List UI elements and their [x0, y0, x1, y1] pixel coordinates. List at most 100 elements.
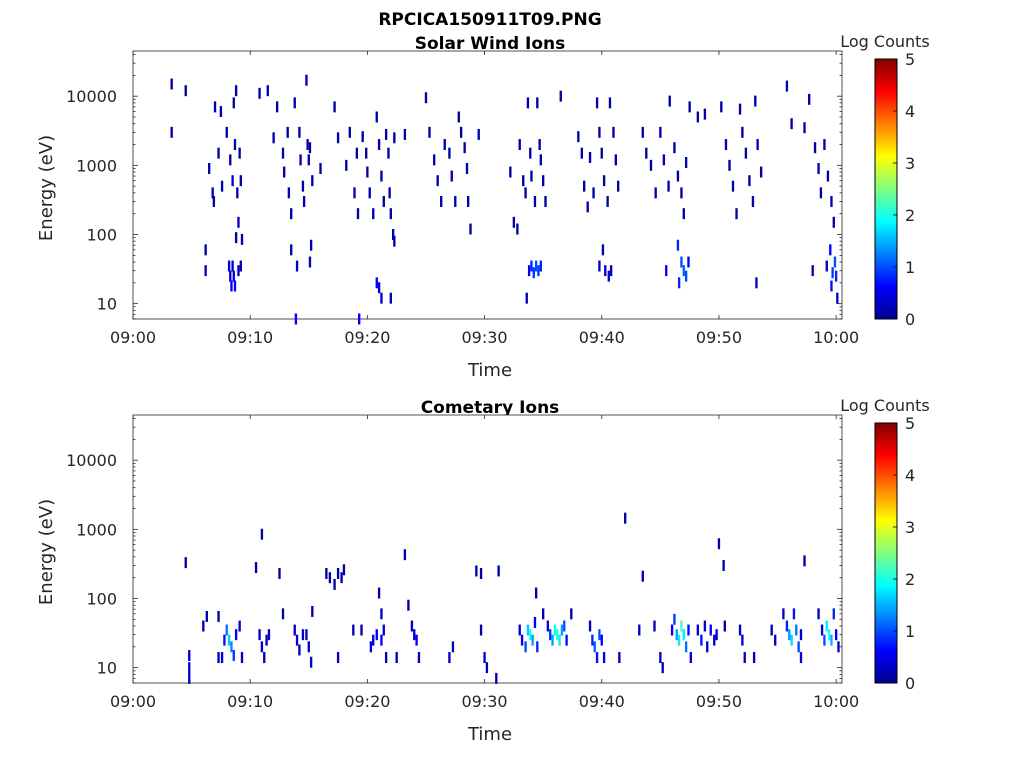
data-cell	[703, 108, 707, 120]
colorbar-tick-label: 1	[905, 258, 915, 277]
data-cell	[728, 159, 731, 171]
data-cell	[307, 641, 310, 653]
x-axis-label: Time	[467, 724, 512, 745]
data-cell	[212, 196, 216, 207]
data-cell	[591, 634, 594, 646]
x-tick-label: 09:50	[696, 692, 742, 711]
data-cell	[377, 139, 381, 150]
data-cell	[799, 629, 803, 641]
data-cell	[424, 92, 428, 104]
colorbar-tick-label: 0	[905, 674, 915, 693]
data-cell	[403, 549, 407, 561]
data-cell	[602, 652, 606, 664]
x-tick-label: 09:30	[462, 692, 508, 711]
data-cell	[391, 229, 395, 240]
data-cell	[217, 652, 220, 664]
data-cell	[531, 634, 534, 646]
data-cell	[375, 629, 378, 641]
data-cell	[372, 634, 375, 646]
data-cell	[696, 111, 700, 123]
data-cell	[466, 196, 470, 207]
data-cell	[382, 196, 385, 207]
data-cell	[680, 187, 683, 199]
data-cell	[263, 652, 266, 664]
data-cell	[785, 80, 789, 92]
colorbar-label: Log Counts	[840, 396, 930, 415]
data-cell	[286, 126, 289, 138]
plot-area: 09:00 09:10 09:20 09:30 09:40 09:50 10:00 10 100…	[66, 50, 859, 347]
data-cell	[526, 97, 530, 109]
data-cell	[770, 624, 773, 636]
data-cell	[361, 131, 364, 143]
data-cell	[598, 126, 601, 138]
data-cell	[738, 624, 742, 636]
data-cell	[735, 208, 738, 220]
y-axis-label: Energy (eV)	[36, 499, 57, 605]
data-cell	[799, 652, 803, 664]
data-cell	[797, 641, 800, 653]
data-cell	[607, 270, 610, 282]
data-cell	[670, 624, 674, 636]
data-cell	[295, 260, 299, 272]
data-cell	[676, 170, 680, 182]
data-cell	[680, 256, 683, 268]
data-cell	[706, 641, 709, 653]
data-cell	[358, 313, 361, 325]
data-cell	[265, 634, 268, 646]
data-cell	[687, 256, 690, 268]
y-tick-label: 10	[97, 659, 117, 678]
data-cell	[598, 260, 601, 272]
data-cell	[754, 95, 757, 107]
data-cell	[759, 166, 763, 178]
colorbar-tick-label: 4	[905, 466, 915, 485]
cometary-ions-panel: Cometary Ions Log Counts 09:00 09:10 09:20…	[36, 396, 930, 745]
colorbar-tick-label: 2	[905, 206, 915, 225]
data-cell	[565, 634, 568, 646]
data-cell	[673, 613, 676, 625]
data-cell	[817, 608, 820, 620]
data-cell	[281, 608, 285, 620]
data-cell	[588, 151, 592, 163]
data-cell	[301, 180, 305, 192]
data-cell	[677, 634, 681, 646]
data-cell	[283, 166, 286, 178]
data-cell	[211, 187, 214, 199]
data-cell	[236, 187, 239, 199]
data-cell	[790, 118, 793, 130]
data-cell	[641, 570, 644, 582]
data-cell	[380, 292, 383, 304]
data-cell	[495, 672, 498, 684]
data-cell	[520, 634, 524, 646]
x-tick-label: 09:10	[227, 328, 273, 347]
x-tick-label: 10:00	[813, 328, 859, 347]
data-cell	[170, 126, 173, 138]
data-cell	[319, 163, 322, 174]
data-cell	[563, 620, 566, 632]
data-cell	[465, 163, 469, 174]
data-cell	[509, 166, 512, 178]
data-cell	[832, 608, 835, 620]
data-cell	[618, 652, 621, 664]
data-cell	[682, 265, 685, 277]
data-cell	[382, 624, 385, 636]
data-cell	[375, 277, 378, 289]
data-cell	[580, 147, 584, 159]
data-cell	[238, 147, 241, 159]
data-cell	[687, 624, 690, 636]
data-cell	[518, 624, 521, 636]
data-cell	[298, 126, 301, 138]
data-cell	[803, 555, 806, 567]
panel-title: Cometary Ions	[421, 398, 560, 418]
data-cell	[188, 650, 191, 661]
data-cell	[230, 280, 233, 292]
data-cell	[638, 624, 641, 636]
data-cell	[595, 652, 599, 664]
data-cell	[302, 196, 306, 207]
data-cell	[834, 270, 838, 282]
data-cell	[369, 641, 373, 653]
data-cell	[614, 154, 617, 166]
plot-area: 09:00 09:10 09:20 09:30 09:40 09:50 10:00 10 100…	[66, 414, 859, 711]
data-cell	[365, 147, 368, 159]
data-cell	[539, 260, 542, 272]
data-cell	[680, 620, 683, 632]
